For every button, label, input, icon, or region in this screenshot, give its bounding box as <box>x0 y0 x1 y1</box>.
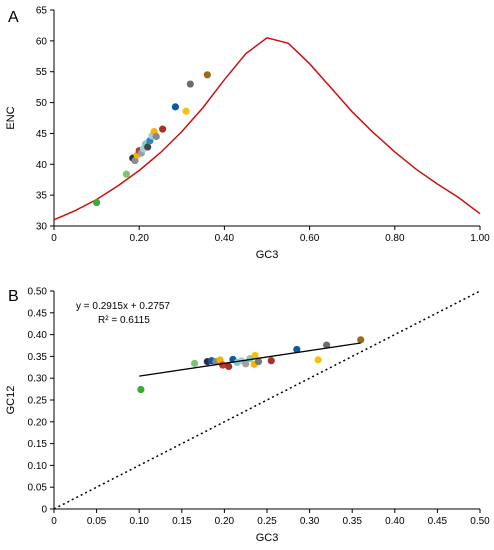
x-axis-label: GC3 <box>256 249 279 261</box>
data-point <box>293 345 301 354</box>
y-tick-label: 0.50 <box>28 287 48 298</box>
x-tick-label: 0.25 <box>257 516 277 527</box>
x-tick-label: 0.60 <box>300 233 320 244</box>
y-tick-label: 0.30 <box>28 374 48 385</box>
x-tick-label: 0.05 <box>87 516 107 527</box>
y-tick-label: 0.45 <box>28 308 48 319</box>
x-tick-label: 0.20 <box>129 233 149 244</box>
data-point <box>314 356 322 364</box>
y-axis-label: GC12 <box>5 386 17 415</box>
data-point <box>357 336 365 344</box>
data-point <box>254 358 263 366</box>
data-point <box>190 359 199 367</box>
x-tick-label: 0.10 <box>129 516 149 527</box>
y-tick-label: 35 <box>36 191 48 202</box>
data-point <box>323 341 331 349</box>
x-tick-label: 1.00 <box>470 233 490 244</box>
y-tick-label: 30 <box>36 222 48 233</box>
data-point <box>186 80 194 88</box>
x-tick-label: 0.80 <box>385 233 405 244</box>
data-point <box>159 125 167 133</box>
y-tick-label: 0.25 <box>28 396 48 407</box>
y-tick-label: 60 <box>36 36 48 47</box>
y-tick-label: 0.10 <box>28 461 48 472</box>
x-tick-label: 0.40 <box>385 516 405 527</box>
x-tick-label: 0 <box>51 233 57 244</box>
data-point <box>171 103 180 111</box>
x-tick-label: 0.45 <box>428 516 448 527</box>
y-tick-label: 0.05 <box>28 483 48 494</box>
y-tick-label: 40 <box>36 160 48 171</box>
regression-line <box>139 342 361 377</box>
x-tick-label: 0.20 <box>215 516 235 527</box>
data-point <box>131 156 139 165</box>
r-squared-label: R² = 0.6115 <box>98 315 150 326</box>
y-tick-label: 45 <box>36 129 48 140</box>
chart-b: 0 0.05 0.10 0.15 0.20 0.25 0.30 0.35 0.40 0.45 0.5… <box>5 287 490 545</box>
regression-equation: y = 0.2915x + 0.2757 <box>76 301 170 312</box>
x-tick-label: 0.35 <box>342 516 362 527</box>
x-tick-label: 0.40 <box>215 233 235 244</box>
y-tick-label: 0 <box>41 505 47 516</box>
data-point <box>225 362 233 371</box>
y-tick-label: 0.15 <box>28 439 48 450</box>
data-point <box>152 132 160 141</box>
data-point <box>267 357 275 365</box>
panel-label-b: B <box>8 288 19 305</box>
data-point <box>93 198 101 207</box>
data-point <box>203 71 211 79</box>
x-tick-label: 0.50 <box>470 516 490 527</box>
y-tick-label: 50 <box>36 98 48 109</box>
y-tick-label: 55 <box>36 67 48 78</box>
data-point <box>182 107 190 115</box>
x-tick-label: 0.30 <box>300 516 320 527</box>
y-axis-label: ENC <box>5 106 17 129</box>
data-point <box>122 170 131 178</box>
y-tick-label: 0.35 <box>28 352 48 363</box>
data-point <box>251 351 259 360</box>
panel-label-a: A <box>8 9 19 26</box>
x-tick-label: 0 <box>51 516 57 527</box>
x-tick-label: 0.15 <box>172 516 192 527</box>
y-tick-label: 0.20 <box>28 417 48 428</box>
data-point <box>144 143 152 151</box>
data-point <box>242 360 250 368</box>
chart-a: 0 0.20 0.40 0.60 0.80 1.00 30 35 40 45 50 55 60 65 GC3… <box>5 6 490 262</box>
data-point <box>137 385 145 394</box>
y-tick-label: 0.40 <box>28 330 48 341</box>
expected-enc-curve <box>53 36 481 221</box>
x-axis-label: GC3 <box>256 532 279 544</box>
y-tick-label: 65 <box>36 6 48 17</box>
